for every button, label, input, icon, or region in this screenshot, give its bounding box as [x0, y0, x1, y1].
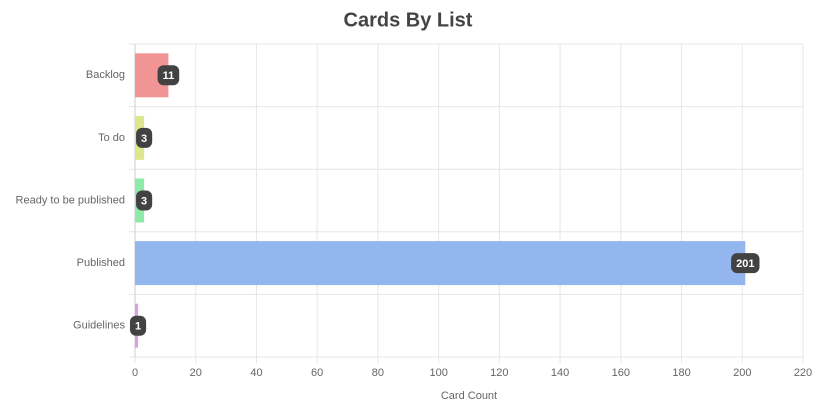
y-tick-label: To do	[98, 132, 125, 144]
data-label: 1	[135, 321, 141, 333]
y-tick-label: Backlog	[86, 69, 125, 81]
y-tick-label: Published	[77, 257, 125, 269]
y-tick-label: Ready to be published	[16, 194, 125, 206]
data-label-box	[136, 127, 153, 148]
data-label-box	[129, 315, 147, 336]
y-tick-label: Guidelines	[73, 320, 125, 332]
data-label-box	[731, 253, 760, 274]
x-tick-label: 0	[132, 367, 138, 379]
data-label: 3	[141, 195, 147, 207]
x-tick-label: 20	[190, 367, 202, 379]
x-tick-label: 120	[490, 367, 508, 379]
x-axis-label: Card Count	[441, 390, 497, 402]
data-label: 3	[141, 133, 147, 145]
x-tick-label: 140	[551, 367, 569, 379]
bar	[135, 241, 746, 286]
x-tick-label: 100	[429, 367, 447, 379]
chart-title: Cards By List	[344, 9, 473, 31]
x-tick-label: 40	[250, 367, 262, 379]
x-tick-label: 200	[733, 367, 751, 379]
x-tick-label: 80	[372, 367, 384, 379]
x-tick-label: 220	[794, 367, 812, 379]
x-tick-label: 160	[612, 367, 630, 379]
data-label-box	[157, 65, 180, 86]
data-label: 11	[163, 70, 175, 82]
x-tick-label: 60	[311, 367, 323, 379]
data-label: 201	[736, 258, 754, 270]
x-tick-label: 180	[672, 367, 690, 379]
data-label-box	[136, 190, 153, 211]
